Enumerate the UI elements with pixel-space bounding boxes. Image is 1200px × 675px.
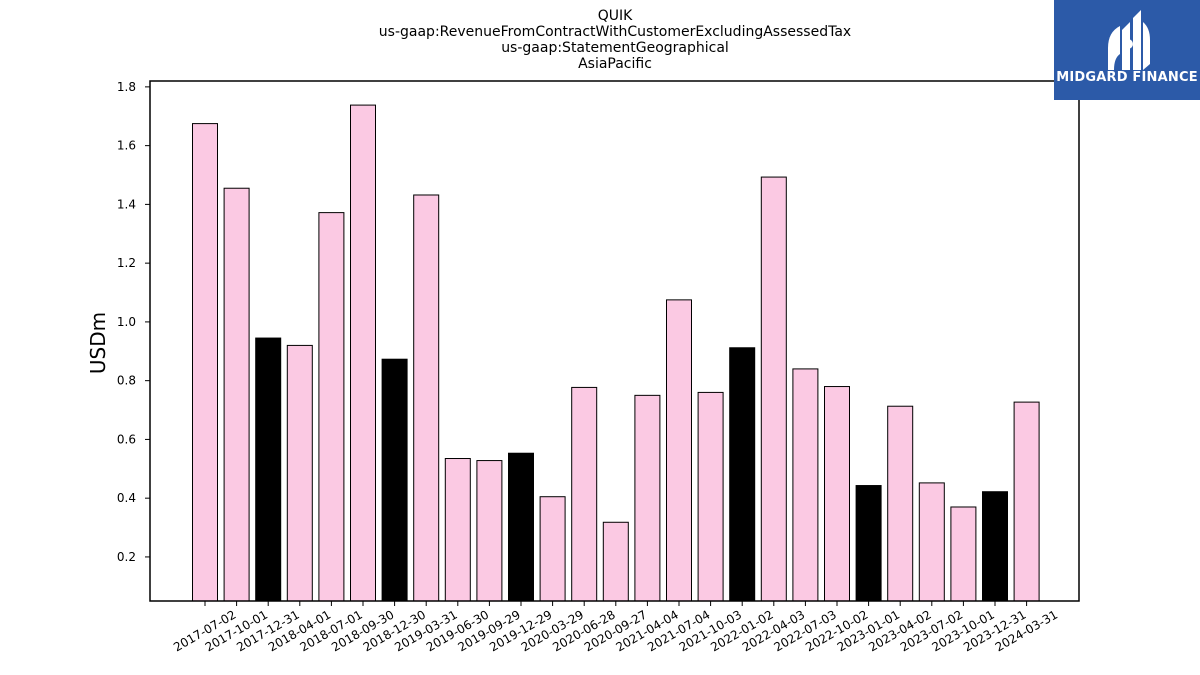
bar-series — [192, 104, 1040, 602]
bar-2018-09-30 — [350, 104, 376, 602]
y-axis-label: USDm — [86, 312, 110, 374]
chart-title-line-4: AsiaPacific — [578, 56, 652, 72]
y-tick-label: 0.6 — [117, 432, 136, 446]
bar-2023-01-01 — [855, 485, 882, 602]
logo-mark-icon — [1108, 10, 1150, 70]
bar-2020-06-28 — [571, 386, 598, 602]
y-tick-label: 0.2 — [117, 550, 136, 564]
chart-title-line-1: QUIK — [598, 8, 633, 24]
bar-2018-07-01 — [318, 212, 345, 602]
chart-title-line-2: us-gaap:RevenueFromContractWithCustomerE… — [379, 24, 851, 40]
bar-2017-10-01 — [223, 187, 250, 602]
bar-2019-06-30 — [444, 458, 471, 602]
bar-2024-03-31 — [1013, 401, 1040, 602]
bar-2020-09-27 — [602, 521, 629, 602]
bar-2021-07-04 — [666, 299, 692, 602]
y-tick-label: 1.6 — [117, 139, 136, 153]
bar-2023-12-31 — [982, 491, 1008, 602]
x-axis: 2017-07-022017-10-012017-12-312018-04-01… — [171, 601, 1060, 654]
bar-2019-09-29 — [476, 460, 503, 602]
y-tick-label: 1.2 — [117, 256, 136, 270]
bar-2019-03-31 — [413, 194, 440, 602]
bar-2021-10-03 — [697, 391, 724, 602]
chart-title-line-3: us-gaap:StatementGeographical — [501, 40, 729, 56]
bar-2023-07-02 — [918, 482, 945, 602]
y-tick-label: 1.4 — [117, 197, 136, 211]
logo-text: MIDGARD FINANCE — [1056, 70, 1198, 85]
plot-frame — [149, 80, 1080, 602]
y-tick-label: 0.8 — [117, 374, 136, 388]
y-tick-label: 0.4 — [117, 491, 136, 505]
chart-title: QUIK us-gaap:RevenueFromContractWithCust… — [379, 8, 851, 72]
bar-2020-03-29 — [539, 496, 566, 602]
bar-2018-04-01 — [286, 344, 313, 602]
bar-2019-12-29 — [508, 452, 534, 602]
bar-2023-04-02 — [887, 405, 914, 602]
y-tick-label: 1.8 — [117, 80, 136, 94]
bar-2017-12-31 — [255, 337, 282, 602]
bar-2022-01-02 — [729, 347, 756, 602]
bar-2023-10-01 — [950, 506, 977, 602]
bar-2022-04-03 — [760, 176, 787, 602]
y-tick-label: 1.0 — [117, 315, 136, 329]
bar-2018-12-30 — [381, 358, 408, 602]
bar-2022-07-03 — [792, 368, 819, 602]
midgard-finance-logo: MIDGARD FINANCE — [1054, 0, 1200, 100]
y-axis: 0.2 0.4 0.6 0.8 1.0 1.2 1.4 1.6 1.8 — [117, 80, 150, 564]
bar-2022-10-02 — [824, 386, 850, 602]
bar-2017-07-02 — [192, 123, 218, 602]
bar-2021-04-04 — [634, 394, 661, 602]
